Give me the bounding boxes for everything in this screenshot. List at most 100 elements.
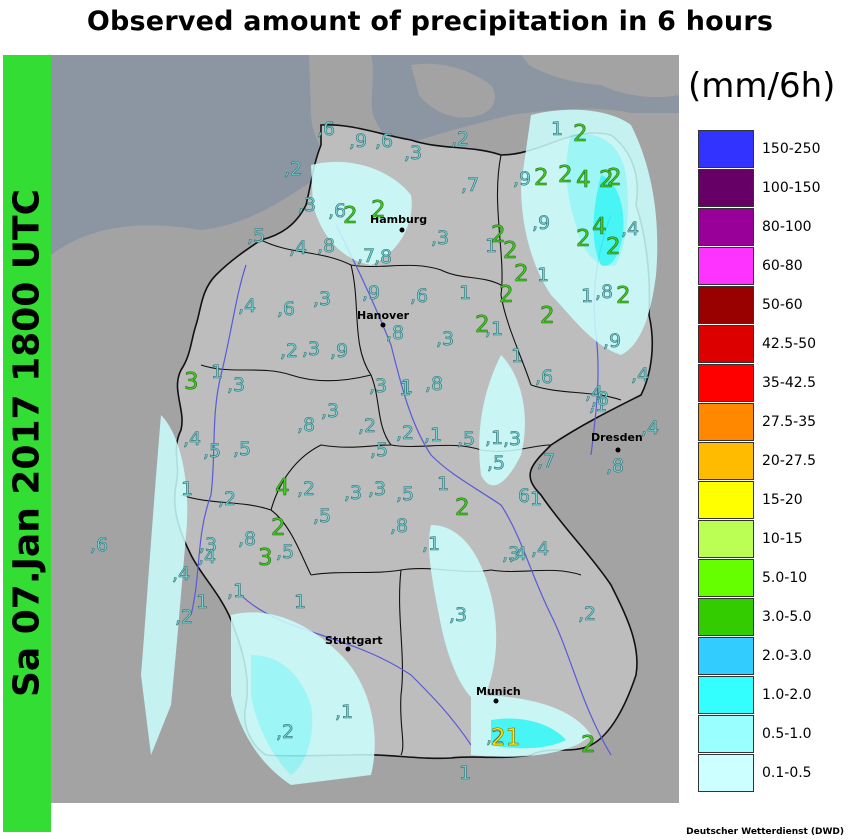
legend-entry: 150-250 xyxy=(698,130,838,168)
land-sweden xyxy=(521,55,679,97)
station-value: ,8 xyxy=(238,528,256,550)
legend-swatch xyxy=(698,208,754,246)
station-value: 4 xyxy=(592,214,607,240)
station-value: 2 xyxy=(475,312,490,338)
legend-swatch xyxy=(698,598,754,636)
legend-entry: 20-27.5 xyxy=(698,442,838,480)
legend-label: 2.0-3.0 xyxy=(762,648,812,664)
station-value: ,4 xyxy=(172,563,190,585)
city-hamburg: Hamburg xyxy=(370,213,427,233)
station-value: 6 xyxy=(518,485,530,507)
station-value: ,1 xyxy=(485,318,503,340)
station-value: 2 xyxy=(540,303,555,329)
station-value: ,4 xyxy=(641,417,659,439)
station-value: ,5 xyxy=(396,483,414,505)
station-value: ,3 xyxy=(227,374,245,396)
station-observations: ,6,9,6,3,2 1 2,2,7,9 2 2 4 22,9,3 42,6 2,3,5,4,8… xyxy=(90,118,660,785)
station-value: ,8 xyxy=(425,373,443,395)
station-value: 1 xyxy=(581,285,593,307)
precip-coverage xyxy=(141,109,658,785)
city-label: Hamburg xyxy=(370,213,427,226)
legend-label: 42.5-50 xyxy=(762,336,817,352)
legend-swatch xyxy=(698,481,754,519)
station-value: 1 xyxy=(401,376,413,398)
legend-swatch xyxy=(698,286,754,324)
legend-label: 50-60 xyxy=(762,297,803,313)
precipitation-map: Hamburg Hanover Dresden Stuttgart Munich… xyxy=(51,55,679,803)
station-value: ,7 xyxy=(537,450,555,472)
legend-label: 3.0-5.0 xyxy=(762,609,812,625)
city-dot xyxy=(345,646,351,652)
station-value: 2 xyxy=(343,203,358,229)
station-value: 2 xyxy=(514,261,529,287)
station-value: ,3 xyxy=(344,482,362,504)
station-value: ,4 xyxy=(198,546,216,568)
station-value: ,5 xyxy=(457,428,475,450)
station-value: ,6 xyxy=(90,534,108,556)
station-value: ,8 xyxy=(591,388,609,410)
legend-swatch xyxy=(698,442,754,480)
station-value: 1 xyxy=(551,118,563,140)
station-value: 2 xyxy=(534,165,549,191)
station-value: ,3 xyxy=(431,227,449,249)
station-value: 1 xyxy=(459,282,471,304)
station-value: 1 xyxy=(181,478,193,500)
legend-swatch xyxy=(698,247,754,285)
station-value: ,2 xyxy=(396,422,414,444)
station-value: 1 xyxy=(437,473,449,495)
station-value: ,3 xyxy=(369,375,387,397)
legend-entry: 80-100 xyxy=(698,208,838,246)
legend-entry: 15-20 xyxy=(698,481,838,519)
legend-label: 150-250 xyxy=(762,141,821,157)
source-credit: Deutscher Wetterdienst (DWD) xyxy=(686,827,844,837)
station-value: ,9 xyxy=(603,330,621,352)
city-label: Stuttgart xyxy=(325,634,383,647)
legend-label: 10-15 xyxy=(762,531,803,547)
station-value: 2 xyxy=(491,222,506,248)
legend-label: 15-20 xyxy=(762,492,803,508)
station-value: 1 xyxy=(511,345,523,367)
station-value: ,7 xyxy=(357,245,375,267)
legend-entry: 2.0-3.0 xyxy=(698,637,838,675)
station-value: ,8 xyxy=(317,235,335,257)
legend-entry: 27.5-35 xyxy=(698,403,838,441)
station-value: ,8 xyxy=(606,455,624,477)
station-value: 2 xyxy=(606,234,621,260)
station-value: ,2 xyxy=(284,158,302,180)
station-value: ,7 xyxy=(461,174,479,196)
legend-entry: 60-80 xyxy=(698,247,838,285)
legend-swatch xyxy=(698,403,754,441)
station-value: ,4 xyxy=(509,543,527,565)
station-value: ,9 xyxy=(362,282,380,304)
legend-label: 20-27.5 xyxy=(762,453,817,469)
legend-swatch xyxy=(698,715,754,753)
city-dot xyxy=(493,698,499,704)
legend-swatch xyxy=(698,520,754,558)
station-value: ,3 xyxy=(436,328,454,350)
city-munich: Munich xyxy=(476,685,521,704)
legend-entry: 0.1-0.5 xyxy=(698,754,838,792)
station-value: ,9 xyxy=(330,340,348,362)
station-value: ,3 xyxy=(502,543,520,565)
station-value: 3 xyxy=(184,369,199,395)
station-value: ,2 xyxy=(218,488,236,510)
station-value: ,6 xyxy=(375,130,393,152)
legend-label: 27.5-35 xyxy=(762,414,817,430)
station-value: ,5 xyxy=(203,440,221,462)
station-value: ,4 xyxy=(238,295,256,317)
station-value: 1 xyxy=(196,591,208,613)
station-value: ,6 xyxy=(328,200,346,222)
station-value: 1 xyxy=(537,264,549,286)
station-value: ,3 xyxy=(321,400,339,422)
station-value: ,6 xyxy=(317,118,335,140)
station-value: ,8 xyxy=(386,322,404,344)
city-dot xyxy=(380,322,386,328)
station-value: 1 xyxy=(399,378,411,400)
legend-label: 0.1-0.5 xyxy=(762,765,812,781)
station-value: ,1 xyxy=(335,701,353,723)
map-canvas: Hamburg Hanover Dresden Stuttgart Munich… xyxy=(51,55,679,803)
station-value: ,3 xyxy=(199,534,217,556)
station-value: 2 xyxy=(271,515,286,541)
legend-swatch xyxy=(698,325,754,363)
station-value: 1 xyxy=(294,591,306,613)
